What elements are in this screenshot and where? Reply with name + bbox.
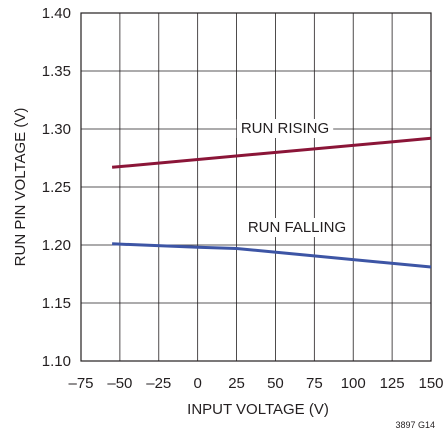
grid (81, 13, 431, 361)
x-tick-labels: –75 –50 –25 0 25 50 75 100 125 150 (68, 375, 443, 392)
series-layer (111, 136, 432, 269)
y-tick-label: 1.25 (42, 179, 71, 196)
x-tick-label: 100 (341, 375, 366, 392)
plot-frame (80, 12, 432, 362)
x-tick-label: –50 (107, 375, 132, 392)
x-tick-label: 0 (193, 375, 201, 392)
y-tick-label: 1.40 (42, 5, 71, 22)
x-tick-label: 75 (306, 375, 323, 392)
y-axis-title: RUN PIN VOLTAGE (V) (12, 108, 29, 267)
x-tick-label: 50 (267, 375, 284, 392)
x-tick-label: –75 (68, 375, 93, 392)
series-label: RUN FALLING (248, 219, 346, 236)
figure-id: 3897 G14 (395, 420, 435, 429)
series-labels: RUN RISING RUN FALLING (236, 119, 351, 237)
series-line-run-rising (111, 136, 432, 169)
y-tick-label: 1.20 (42, 237, 71, 254)
series-label-background (236, 119, 334, 138)
y-tick-label: 1.35 (42, 63, 71, 80)
x-tick-label: 125 (380, 375, 405, 392)
y-tick-label: 1.30 (42, 121, 71, 138)
series-line-run-falling (112, 242, 432, 269)
x-tick-label: 25 (228, 375, 245, 392)
series-label-background (243, 218, 351, 237)
x-tick-label: –25 (146, 375, 171, 392)
series-label: RUN RISING (241, 120, 329, 137)
y-tick-label: 1.10 (42, 353, 71, 370)
x-axis-title: INPUT VOLTAGE (V) (187, 401, 329, 418)
y-tick-labels: 1.10 1.15 1.20 1.25 1.30 1.35 1.40 (42, 5, 71, 370)
x-tick-label: 150 (418, 375, 443, 392)
y-tick-label: 1.15 (42, 295, 71, 312)
